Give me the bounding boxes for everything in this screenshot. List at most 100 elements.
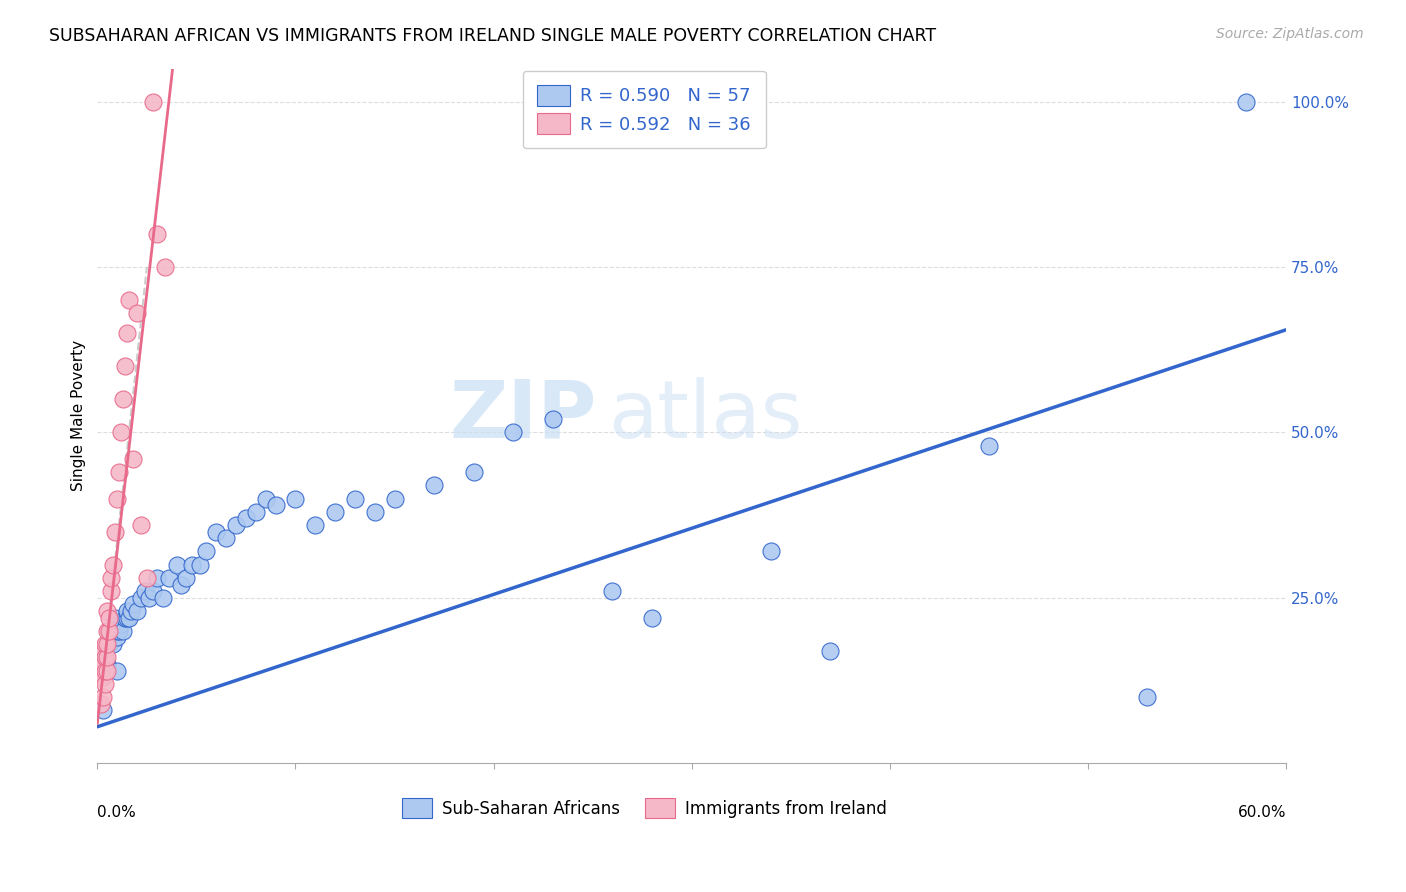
Point: [225, 518, 247, 533]
Point: [105, 624, 128, 638]
Point: [96, 650, 118, 665]
Point: [323, 505, 346, 519]
Point: [96, 657, 118, 671]
Text: Source: ZipAtlas.com: Source: ZipAtlas.com: [1216, 27, 1364, 41]
Point: [502, 425, 524, 440]
Text: 60.0%: 60.0%: [1237, 805, 1286, 820]
Point: [304, 518, 326, 533]
Point: [122, 451, 145, 466]
Point: [91, 643, 114, 657]
Y-axis label: Single Male Poverty: Single Male Poverty: [72, 340, 86, 491]
Point: [343, 491, 366, 506]
Point: [125, 604, 148, 618]
Point: [215, 531, 238, 545]
Text: ZIP: ZIP: [450, 376, 596, 455]
Point: [110, 617, 132, 632]
Text: atlas: atlas: [609, 376, 803, 455]
Point: [169, 577, 191, 591]
Point: [115, 610, 138, 624]
Point: [138, 591, 160, 605]
Point: [254, 491, 277, 506]
Point: [152, 591, 174, 605]
Point: [96, 604, 118, 618]
Point: [122, 598, 145, 612]
Point: [142, 584, 165, 599]
Point: [264, 498, 287, 512]
Point: [463, 465, 485, 479]
Point: [146, 227, 169, 241]
Point: [423, 478, 446, 492]
Point: [759, 544, 782, 558]
Point: [1136, 690, 1159, 704]
Point: [91, 657, 114, 671]
Point: [105, 491, 128, 506]
Point: [105, 664, 128, 678]
Point: [142, 95, 165, 109]
Point: [94, 677, 117, 691]
Point: [157, 571, 180, 585]
Point: [114, 610, 136, 624]
Text: 0.0%: 0.0%: [97, 805, 136, 820]
Point: [100, 571, 122, 585]
Point: [91, 690, 114, 704]
Point: [284, 491, 307, 506]
Point: [195, 544, 218, 558]
Legend: Sub-Saharan Africans, Immigrants from Ireland: Sub-Saharan Africans, Immigrants from Ir…: [395, 792, 893, 824]
Point: [96, 624, 118, 638]
Point: [94, 650, 117, 665]
Point: [114, 359, 136, 374]
Point: [90, 657, 112, 671]
Point: [110, 425, 132, 440]
Point: [820, 643, 842, 657]
Point: [105, 631, 128, 645]
Point: [98, 637, 121, 651]
Point: [166, 558, 188, 572]
Text: SUBSAHARAN AFRICAN VS IMMIGRANTS FROM IRELAND SINGLE MALE POVERTY CORRELATION CH: SUBSAHARAN AFRICAN VS IMMIGRANTS FROM IR…: [49, 27, 936, 45]
Point: [98, 624, 121, 638]
Point: [96, 664, 118, 678]
Point: [235, 511, 257, 525]
Point: [363, 505, 385, 519]
Point: [96, 637, 118, 651]
Point: [134, 584, 156, 599]
Point: [91, 670, 114, 684]
Point: [115, 326, 138, 340]
Point: [245, 505, 267, 519]
Point: [118, 610, 141, 624]
Point: [98, 610, 121, 624]
Point: [541, 412, 564, 426]
Point: [384, 491, 406, 506]
Point: [205, 524, 228, 539]
Point: [103, 624, 125, 638]
Point: [176, 571, 198, 585]
Point: [104, 524, 127, 539]
Point: [1234, 95, 1257, 109]
Point: [153, 260, 176, 274]
Point: [108, 624, 131, 638]
Point: [129, 518, 152, 533]
Point: [103, 637, 125, 651]
Point: [190, 558, 212, 572]
Point: [100, 624, 122, 638]
Point: [602, 584, 624, 599]
Point: [100, 584, 122, 599]
Point: [90, 697, 112, 711]
Point: [104, 610, 127, 624]
Point: [90, 670, 112, 684]
Point: [181, 558, 204, 572]
Point: [112, 624, 135, 638]
Point: [115, 604, 138, 618]
Point: [94, 637, 117, 651]
Point: [146, 571, 169, 585]
Point: [108, 465, 131, 479]
Point: [103, 558, 125, 572]
Point: [129, 591, 152, 605]
Point: [120, 604, 142, 618]
Point: [118, 293, 141, 307]
Point: [135, 571, 157, 585]
Point: [977, 439, 1000, 453]
Point: [112, 392, 135, 407]
Point: [125, 306, 148, 320]
Point: [641, 610, 664, 624]
Point: [91, 703, 114, 717]
